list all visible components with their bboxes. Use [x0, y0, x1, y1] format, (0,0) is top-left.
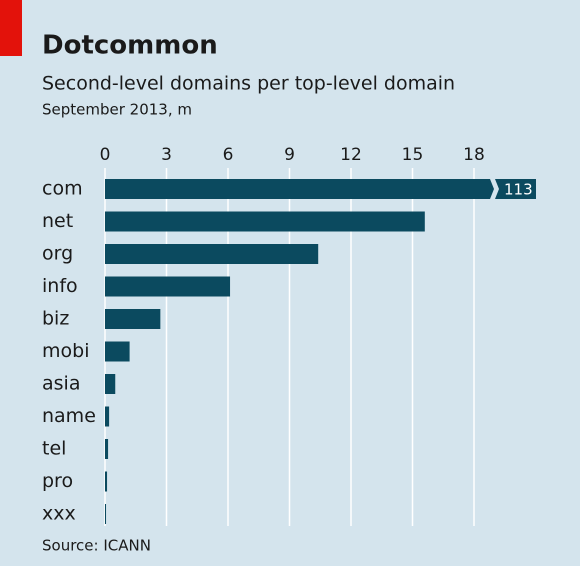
bar — [105, 406, 110, 427]
x-tick-label: 15 — [402, 145, 424, 165]
y-tick-label: biz — [42, 308, 69, 330]
y-tick-label: xxx — [42, 503, 76, 525]
x-tick-label: 0 — [100, 145, 111, 165]
value-label: 113 — [504, 181, 533, 199]
bar — [105, 341, 130, 362]
x-tick-label: 18 — [463, 145, 485, 165]
bar — [105, 504, 107, 524]
y-tick-label: asia — [42, 373, 80, 395]
bar — [105, 276, 231, 297]
x-tick-label: 9 — [284, 145, 295, 165]
x-tick-label: 3 — [161, 145, 172, 165]
chart-title: Dotcommon — [42, 31, 218, 61]
axis-break — [490, 179, 499, 199]
bar — [105, 244, 319, 264]
bar — [105, 179, 536, 199]
bar — [105, 471, 108, 492]
y-tick-label: pro — [42, 470, 73, 492]
y-tick-label: org — [42, 243, 73, 265]
y-tick-label: name — [42, 405, 96, 427]
y-tick-label: mobi — [42, 340, 89, 362]
red-tag — [0, 0, 22, 56]
unit-note: September 2013, m — [42, 101, 192, 119]
y-tick-label: info — [42, 275, 78, 297]
bar — [105, 374, 116, 394]
x-tick-label: 12 — [340, 145, 362, 165]
chart-subtitle: Second-level domains per top-level domai… — [42, 73, 455, 95]
y-tick-label: net — [42, 210, 73, 232]
bar — [105, 211, 425, 232]
y-tick-label: tel — [42, 438, 66, 460]
x-tick-label: 6 — [223, 145, 234, 165]
y-tick-label: com — [42, 178, 83, 200]
bar — [105, 439, 109, 459]
bar — [105, 309, 161, 329]
bars — [105, 179, 536, 524]
source: Source: ICANN — [42, 537, 151, 555]
